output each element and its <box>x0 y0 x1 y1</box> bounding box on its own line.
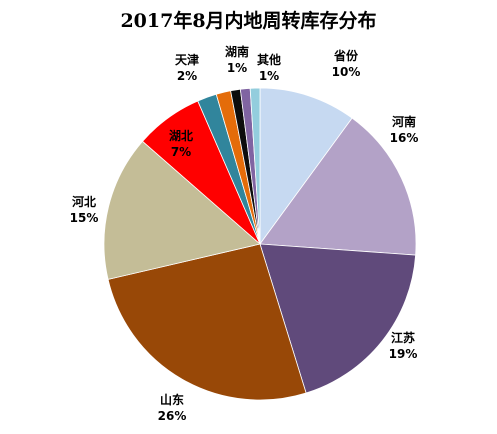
slice-name-label-3: 山东 <box>160 392 184 407</box>
pie-slice-10 <box>249 87 261 245</box>
slice-percent-label-0: 10% <box>332 65 361 79</box>
slice-name-label-6: 天津 <box>175 52 199 67</box>
slice-percent-label-5: 7% <box>171 145 191 159</box>
slice-percent-label-3: 26% <box>158 409 187 423</box>
slice-percent-label-6: 2% <box>177 69 197 83</box>
slice-name-label-4: 河北 <box>71 194 96 209</box>
slice-percent-label-1: 16% <box>390 131 419 145</box>
pie-slice-3 <box>107 243 307 401</box>
slice-name-label-5: 湖北 <box>169 128 193 143</box>
pie-slice-4 <box>103 140 261 280</box>
pie-slice-1 <box>259 117 417 256</box>
slice-name-label-1: 河南 <box>391 114 416 129</box>
slice-percent-label-4: 15% <box>70 211 99 225</box>
slice-name-label-8: 湖南 <box>225 44 249 59</box>
chart-title: 2017年8月内地周转库存分布 <box>120 10 377 32</box>
slice-percent-label-10: 1% <box>259 69 279 83</box>
slice-name-label-0: 省份 <box>333 48 359 63</box>
pie-slice-0 <box>259 87 353 246</box>
slice-name-label-10: 其他 <box>257 52 281 67</box>
pie-slice-2 <box>259 243 417 394</box>
slice-name-label-2: 江苏 <box>391 330 415 345</box>
slice-percent-label-8: 1% <box>227 61 247 75</box>
slice-percent-label-2: 19% <box>389 347 418 361</box>
